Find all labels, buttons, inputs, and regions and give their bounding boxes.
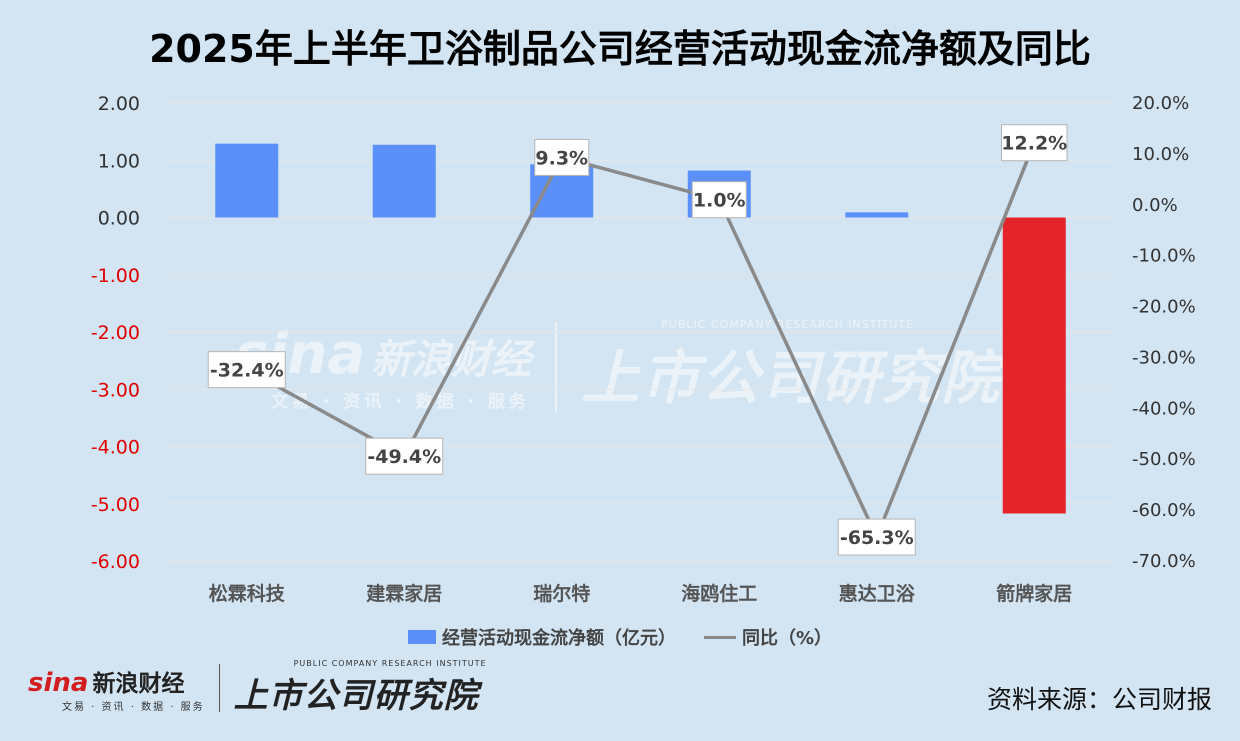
data-label: -32.4% [210,360,284,382]
data-label: -65.3% [840,527,914,549]
legend-bar-label: 经营活动现金流净额（亿元） [441,628,676,649]
right-tick-label: 20.0% [1132,93,1189,114]
right-tick-label: -20.0% [1132,297,1196,318]
right-tick-label: 10.0% [1132,144,1189,165]
category-label: 惠达卫浴 [839,582,916,605]
bar [372,144,436,218]
category-axis: 松霖科技 建霖家居 瑞尔特 海鸥住工 惠达卫浴 箭牌家居 [209,582,1073,605]
legend-bar-swatch [407,630,436,644]
institute-en: PUBLIC COMPANY RESEARCH INSTITUTE [293,659,487,668]
right-tick-label: -30.0% [1132,347,1196,368]
left-tick-label: -2.00 [91,322,140,344]
left-axis: 2.00 1.00 0.00 -1.00 -2.00 -3.00 -4.00 -5.00 -6.… [91,93,140,573]
right-tick-label: -70.0% [1132,551,1196,572]
institute-logo: PUBLIC COMPANY RESEARCH INSTITUTE 上市公司研究… [234,659,487,717]
left-tick-label: -6.00 [91,551,140,573]
left-tick-label: -3.00 [91,379,140,401]
right-tick-label: -60.0% [1132,500,1196,521]
line-path [245,142,1036,539]
data-label: 12.2% [1001,133,1067,155]
data-label: -49.4% [367,446,441,468]
category-label: 建霖家居 [366,582,442,605]
source-note: 资料来源：公司财报 [986,685,1212,714]
footer-brand: sina 新浪财经 文易 · 资讯 · 数据 · 服务 PUBLIC COMPA… [28,658,487,718]
left-tick-label: 2.00 [98,93,140,115]
bar [215,143,279,218]
right-tick-label: -50.0% [1132,449,1196,470]
legend-item-bar: 经营活动现金流净额（亿元） [407,624,676,650]
bar-series [215,143,1066,514]
category-label: 箭牌家居 [996,582,1072,605]
data-label-box [1001,124,1068,162]
left-tick-label: -5.00 [91,494,140,516]
data-label-box [837,518,916,556]
sina-cn: 新浪财经 [92,670,185,697]
category-label: 海鸥住工 [681,582,757,605]
right-tick-label: -40.0% [1132,398,1196,419]
brand-divider [218,664,220,712]
right-tick-label: -10.0% [1132,246,1196,267]
gridlines [168,102,1113,562]
sina-logo: sina 新浪财经 文易 · 资讯 · 数据 · 服务 [28,664,205,713]
bar [845,212,909,218]
left-tick-label: -4.00 [91,437,140,459]
right-axis: 20.0% 10.0% 0.0% -10.0% -20.0% -30.0% -40.0% -5… [1132,93,1196,572]
legend-line-swatch [703,635,736,639]
sina-word: sina [28,667,89,698]
right-tick-label: 0.0% [1132,195,1178,216]
left-tick-label: 0.00 [98,208,140,230]
bar [1002,217,1066,514]
category-label: 瑞尔特 [533,582,590,605]
data-label-box [207,351,286,389]
legend-line-label: 同比（%） [741,628,833,649]
data-label-box [365,437,444,475]
line-series [244,140,1037,540]
data-labels: -32.4% -49.4% 9.3% 1.0% -65.3% 12.2% [207,124,1068,556]
institute-cn: 上市公司研究院 [233,676,479,716]
data-label: 9.3% [535,147,588,169]
data-label-box [534,138,590,176]
sina-sub: 文易 · 资讯 · 数据 · 服务 [62,701,205,713]
legend: 经营活动现金流净额（亿元） 同比（%） [0,624,1240,650]
chart-title: 2025年上半年卫浴制品公司经营活动现金流净额及同比 [149,27,1091,71]
data-label-box [691,181,747,219]
data-label: 1.0% [693,190,746,212]
category-label: 松霖科技 [209,582,286,605]
left-tick-label: 1.00 [98,150,140,172]
left-tick-label: -1.00 [91,265,140,287]
legend-item-line: 同比（%） [703,624,833,650]
